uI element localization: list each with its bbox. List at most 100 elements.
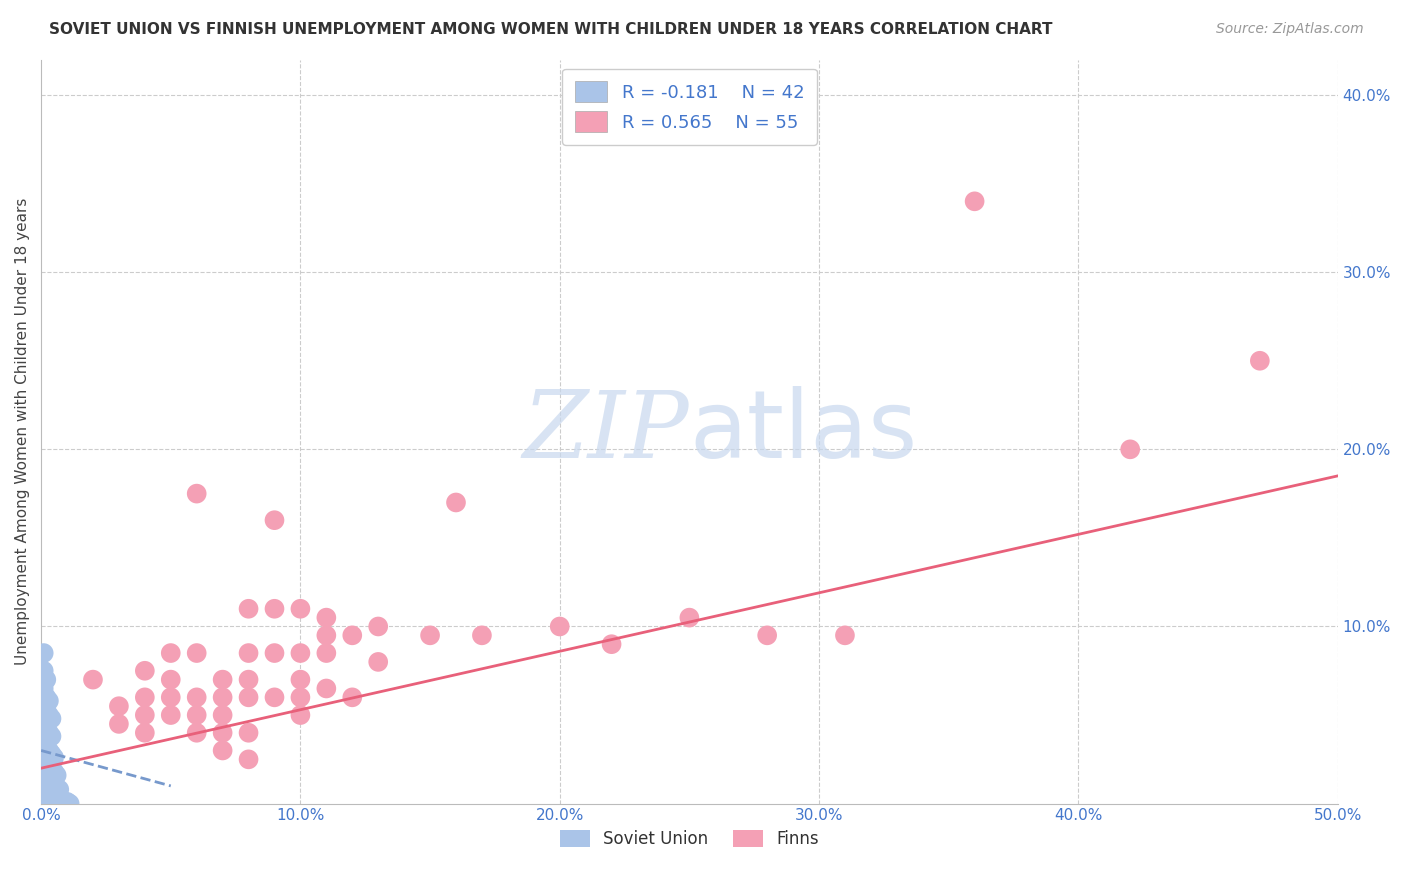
Point [41, 729, 63, 743]
Point [38, 694, 60, 708]
Point [548, 619, 571, 633]
Point [32, 681, 55, 696]
Point [35, 699, 58, 714]
Point [38, 757, 60, 772]
Point [238, 673, 260, 687]
Point [45, 768, 67, 782]
Point [159, 690, 181, 705]
Point [211, 743, 233, 757]
Point [41, 775, 63, 789]
Point [134, 690, 156, 705]
Point [42, 779, 65, 793]
Point [35, 673, 58, 687]
Point [678, 610, 700, 624]
Point [35, 717, 58, 731]
Point [263, 690, 285, 705]
Point [367, 655, 389, 669]
Point [342, 628, 364, 642]
Point [211, 708, 233, 723]
Point [290, 646, 312, 660]
Point [35, 795, 58, 809]
Point [315, 610, 337, 624]
Point [159, 708, 181, 723]
Point [32, 664, 55, 678]
Point [32, 721, 55, 735]
Point [238, 601, 260, 615]
Point [48, 791, 70, 805]
Point [290, 690, 312, 705]
Point [963, 194, 986, 209]
Point [35, 770, 58, 784]
Point [35, 690, 58, 705]
Text: atlas: atlas [689, 385, 918, 477]
Point [45, 780, 67, 795]
Point [1249, 353, 1271, 368]
Point [186, 690, 208, 705]
Point [315, 628, 337, 642]
Point [211, 725, 233, 739]
Point [263, 513, 285, 527]
Point [42, 764, 65, 779]
Point [342, 690, 364, 705]
Point [290, 673, 312, 687]
Point [41, 712, 63, 726]
Point [41, 747, 63, 761]
Point [108, 717, 131, 731]
Point [756, 628, 779, 642]
Point [32, 646, 55, 660]
Point [134, 664, 156, 678]
Point [238, 646, 260, 660]
Point [211, 690, 233, 705]
Point [186, 725, 208, 739]
Point [41, 797, 63, 811]
Point [32, 705, 55, 719]
Point [444, 495, 467, 509]
Point [51, 793, 73, 807]
Point [159, 646, 181, 660]
Point [834, 628, 856, 642]
Point [59, 797, 82, 811]
Point [238, 752, 260, 766]
Point [48, 782, 70, 797]
Point [38, 784, 60, 798]
Point [238, 690, 260, 705]
Point [419, 628, 441, 642]
Text: ZIP: ZIP [523, 386, 689, 476]
Point [186, 486, 208, 500]
Point [41, 761, 63, 775]
Point [1119, 442, 1142, 457]
Point [211, 673, 233, 687]
Point [108, 699, 131, 714]
Point [134, 708, 156, 723]
Point [42, 750, 65, 764]
Point [53, 795, 76, 809]
Point [38, 797, 60, 811]
Point [82, 673, 104, 687]
Point [290, 708, 312, 723]
Point [134, 725, 156, 739]
Point [38, 773, 60, 788]
Point [56, 795, 79, 809]
Point [45, 789, 67, 804]
Point [35, 734, 58, 748]
Point [32, 739, 55, 754]
Y-axis label: Unemployment Among Women with Children Under 18 years: Unemployment Among Women with Children U… [15, 198, 30, 665]
Point [263, 601, 285, 615]
Point [159, 673, 181, 687]
Point [35, 754, 58, 768]
Point [315, 646, 337, 660]
Text: Source: ZipAtlas.com: Source: ZipAtlas.com [1216, 22, 1364, 37]
Point [315, 681, 337, 696]
Point [41, 786, 63, 800]
Point [186, 708, 208, 723]
Point [238, 725, 260, 739]
Point [38, 725, 60, 739]
Point [367, 619, 389, 633]
Point [600, 637, 623, 651]
Point [471, 628, 494, 642]
Legend: Soviet Union, Finns: Soviet Union, Finns [553, 823, 825, 855]
Point [263, 646, 285, 660]
Text: SOVIET UNION VS FINNISH UNEMPLOYMENT AMONG WOMEN WITH CHILDREN UNDER 18 YEARS CO: SOVIET UNION VS FINNISH UNEMPLOYMENT AMO… [49, 22, 1053, 37]
Point [42, 788, 65, 802]
Point [38, 743, 60, 757]
